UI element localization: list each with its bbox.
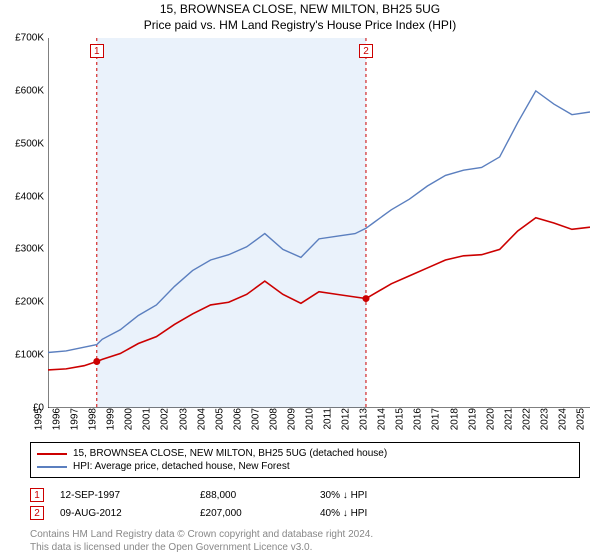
y-axis-tick-label: £600K	[15, 85, 48, 96]
x-axis-tick-label: 2006	[228, 408, 243, 430]
x-axis-tick-label: 2009	[282, 408, 297, 430]
x-axis-tick-label: 1996	[47, 408, 62, 430]
y-axis-tick-label: £700K	[15, 33, 48, 44]
legend-swatch	[37, 466, 67, 468]
legend-label: 15, BROWNSEA CLOSE, NEW MILTON, BH25 5UG…	[73, 448, 387, 459]
x-axis-tick-label: 2003	[174, 408, 189, 430]
x-axis-tick-label: 1997	[66, 408, 81, 430]
transaction-price: £207,000	[200, 508, 320, 519]
legend-label: HPI: Average price, detached house, New …	[73, 461, 290, 472]
x-axis-tick-label: 2011	[319, 408, 334, 430]
transaction-row: 1 12-SEP-1997£88,00030% ↓ HPI	[30, 486, 580, 504]
x-axis-tick-label: 2001	[138, 408, 153, 430]
legend-row: HPI: Average price, detached house, New …	[37, 460, 573, 473]
chart-plot-area: £0£100K£200K£300K£400K£500K£600K£700K199…	[48, 38, 590, 408]
footer-line: This data is licensed under the Open Gov…	[30, 541, 580, 554]
chart-marker-label: 2	[359, 44, 373, 58]
x-axis-tick-label: 2002	[156, 408, 171, 430]
x-axis-tick-label: 2012	[337, 408, 352, 430]
legend-swatch	[37, 453, 67, 455]
x-axis-tick-label: 1999	[102, 408, 117, 430]
bottom-section: 15, BROWNSEA CLOSE, NEW MILTON, BH25 5UG…	[30, 442, 580, 554]
x-axis-tick-label: 2018	[445, 408, 460, 430]
chart-marker-label: 1	[90, 44, 104, 58]
x-axis-tick-label: 2013	[355, 408, 370, 430]
x-axis-tick-label: 1995	[29, 408, 44, 430]
x-axis-tick-label: 2004	[192, 408, 207, 430]
footer-attribution: Contains HM Land Registry data © Crown c…	[30, 528, 580, 554]
y-axis-tick-label: £500K	[15, 138, 48, 149]
y-axis-tick-label: £400K	[15, 191, 48, 202]
x-axis-tick-label: 2000	[120, 408, 135, 430]
x-axis-tick-label: 1998	[84, 408, 99, 430]
x-axis-tick-label: 2015	[391, 408, 406, 430]
chart-svg	[48, 38, 590, 408]
x-axis-tick-label: 2008	[264, 408, 279, 430]
x-axis-tick-label: 2010	[300, 408, 315, 430]
transactions-table: 1 12-SEP-1997£88,00030% ↓ HPI 2 09-AUG-2012…	[30, 486, 580, 522]
chart-subtitle: Price paid vs. HM Land Registry's House …	[0, 16, 600, 38]
transaction-row: 2 09-AUG-2012£207,00040% ↓ HPI	[30, 504, 580, 522]
transaction-marker: 2	[30, 506, 44, 520]
transaction-delta: 30% ↓ HPI	[320, 490, 440, 501]
x-axis-tick-label: 2019	[463, 408, 478, 430]
transaction-price: £88,000	[200, 490, 320, 501]
y-axis-tick-label: £100K	[15, 350, 48, 361]
x-axis-tick-label: 2020	[481, 408, 496, 430]
x-axis-tick-label: 2021	[499, 408, 514, 430]
x-axis-tick-label: 2022	[517, 408, 532, 430]
x-axis-tick-label: 2007	[246, 408, 261, 430]
x-axis-tick-label: 2024	[553, 408, 568, 430]
footer-line: Contains HM Land Registry data © Crown c…	[30, 528, 580, 541]
x-axis-tick-label: 2023	[535, 408, 550, 430]
transaction-delta: 40% ↓ HPI	[320, 508, 440, 519]
x-axis-tick-label: 2025	[571, 408, 586, 430]
x-axis-tick-label: 2005	[210, 408, 225, 430]
chart-title: 15, BROWNSEA CLOSE, NEW MILTON, BH25 5UG	[0, 0, 600, 16]
legend-box: 15, BROWNSEA CLOSE, NEW MILTON, BH25 5UG…	[30, 442, 580, 478]
legend-row: 15, BROWNSEA CLOSE, NEW MILTON, BH25 5UG…	[37, 447, 573, 460]
transaction-date: 12-SEP-1997	[60, 490, 200, 501]
transaction-marker: 1	[30, 488, 44, 502]
x-axis-tick-label: 2016	[409, 408, 424, 430]
x-axis-tick-label: 2017	[427, 408, 442, 430]
transaction-date: 09-AUG-2012	[60, 508, 200, 519]
y-axis-tick-label: £200K	[15, 297, 48, 308]
y-axis-tick-label: £300K	[15, 244, 48, 255]
x-axis-tick-label: 2014	[373, 408, 388, 430]
